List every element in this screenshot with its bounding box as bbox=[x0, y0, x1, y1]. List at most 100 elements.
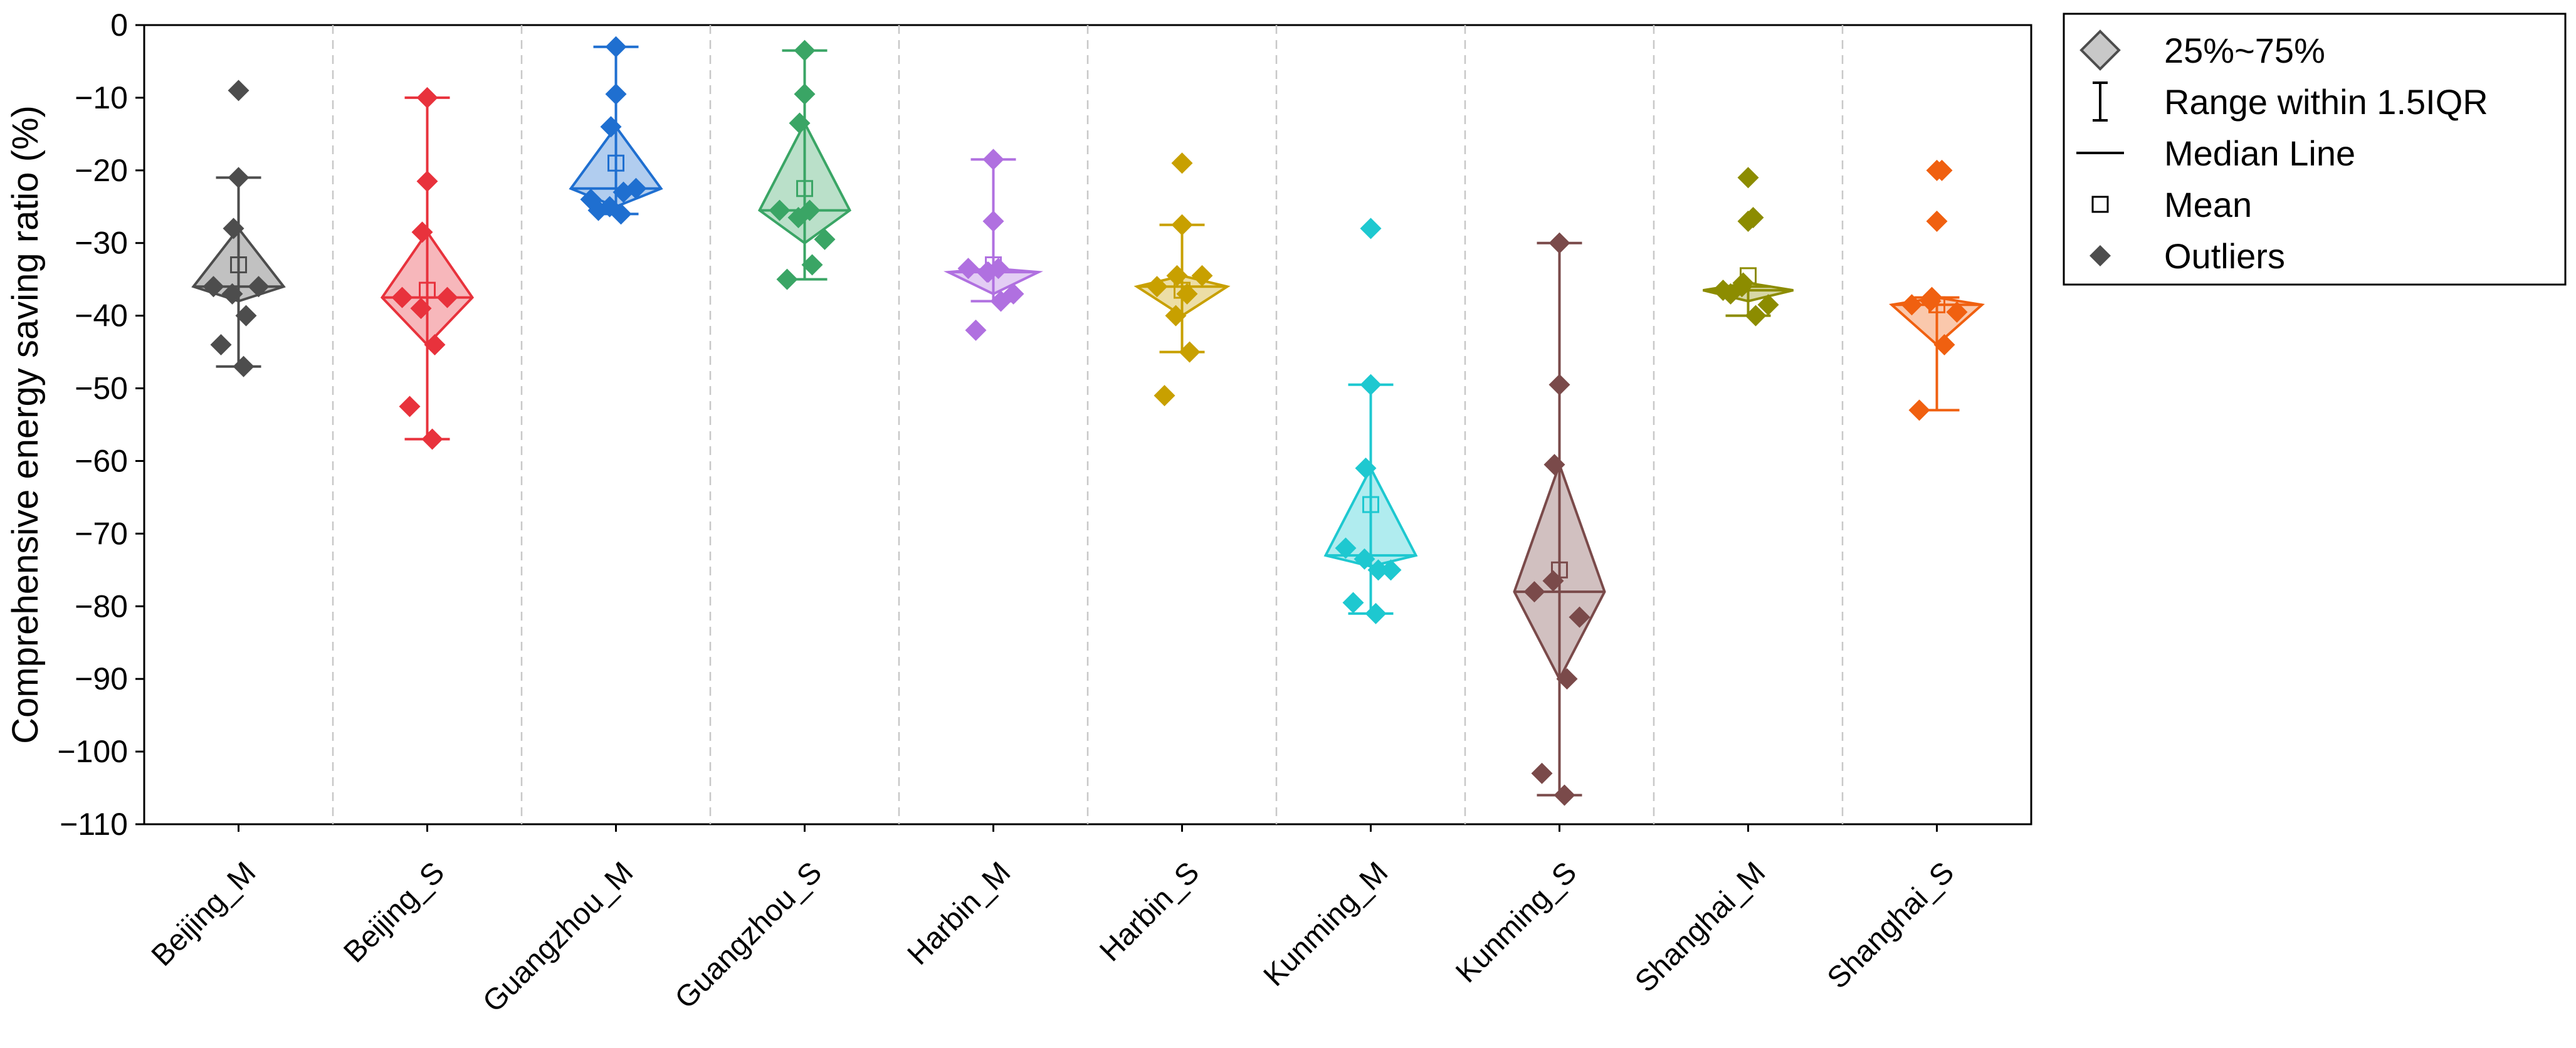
data-point bbox=[1548, 232, 1570, 254]
data-point bbox=[769, 199, 791, 221]
data-point bbox=[610, 203, 632, 225]
legend-entry: Median Line bbox=[2076, 134, 2355, 173]
legend: 25%~75% Range within 1.5IQR Median Line Mea… bbox=[2063, 13, 2567, 286]
data-point bbox=[1553, 784, 1575, 806]
x-tick-label: Kunming_M bbox=[1258, 856, 1395, 993]
data-point bbox=[1901, 294, 1923, 316]
data-point bbox=[1523, 581, 1545, 603]
y-tick-label: 0 bbox=[110, 8, 128, 43]
data-point bbox=[814, 228, 836, 250]
data-point bbox=[202, 276, 224, 298]
x-tick-label: Harbin_M bbox=[902, 856, 1017, 972]
x-tick-label: Harbin_S bbox=[1093, 856, 1206, 968]
y-tick-label: −50 bbox=[75, 371, 128, 406]
data-point bbox=[1154, 385, 1175, 407]
data-point bbox=[801, 254, 823, 276]
data-point bbox=[982, 149, 1004, 170]
mean-marker bbox=[1362, 496, 1379, 513]
x-tick-label: Guangzhou_M bbox=[476, 856, 639, 1019]
legend-entry: 25%~75% bbox=[2079, 29, 2325, 71]
iqr-diamond bbox=[380, 229, 475, 347]
y-tick-label: −100 bbox=[57, 734, 128, 769]
legend-entry: Mean bbox=[2091, 185, 2252, 224]
legend-label: Outliers bbox=[2164, 236, 2285, 276]
legend-outlier-icon bbox=[2090, 245, 2111, 266]
data-point bbox=[233, 355, 255, 377]
box-group-kunming_m bbox=[1323, 217, 1418, 624]
data-point bbox=[223, 217, 244, 239]
data-point bbox=[1360, 217, 1382, 239]
x-tick-label: Shanghai_M bbox=[1629, 856, 1772, 998]
data-point bbox=[210, 334, 232, 355]
data-point bbox=[1380, 559, 1402, 581]
data-point bbox=[965, 319, 987, 341]
mean-marker bbox=[230, 256, 247, 273]
data-point bbox=[1367, 559, 1389, 581]
data-point bbox=[228, 80, 250, 102]
data-point bbox=[1742, 207, 1764, 229]
data-point bbox=[421, 428, 443, 450]
data-point bbox=[1191, 265, 1213, 286]
data-point bbox=[235, 305, 257, 327]
box-group-kunming_s bbox=[1513, 232, 1606, 806]
data-point bbox=[399, 396, 421, 417]
data-point bbox=[1542, 570, 1564, 592]
box-group-guangzhou_s bbox=[757, 39, 852, 290]
legend-label: Mean bbox=[2164, 185, 2252, 224]
box-group-harbin_m bbox=[943, 149, 1044, 341]
data-point bbox=[1354, 548, 1375, 570]
data-point bbox=[1171, 152, 1193, 174]
data-point bbox=[794, 39, 816, 61]
data-point bbox=[221, 283, 243, 305]
legend-mean-icon bbox=[2091, 196, 2109, 213]
box-group-beijing_m bbox=[191, 80, 286, 377]
x-tick-label: Guangzhou_S bbox=[669, 856, 829, 1015]
data-point bbox=[990, 290, 1012, 312]
iqr-diamond bbox=[757, 120, 852, 245]
x-tick-label: Beijing_S bbox=[337, 856, 451, 969]
y-tick-label: −90 bbox=[75, 661, 128, 696]
data-point bbox=[600, 116, 622, 138]
data-point bbox=[957, 258, 979, 280]
data-point bbox=[1737, 167, 1759, 189]
data-point bbox=[1543, 454, 1565, 476]
data-point bbox=[411, 221, 433, 243]
x-tick-label: Beijing_M bbox=[145, 856, 263, 973]
data-point bbox=[794, 83, 816, 105]
iqr-diamond bbox=[1513, 461, 1606, 682]
axis-layer: 0 −10 −20 −30 −40 −50 −60 −70 −80 −90 −100 −110 Comp… bbox=[5, 8, 2032, 1019]
y-tick-label: −80 bbox=[75, 589, 128, 624]
box-group-harbin_s bbox=[1133, 152, 1231, 407]
y-tick-label: −60 bbox=[75, 443, 128, 478]
data-point bbox=[587, 199, 609, 221]
box-group-shanghai_m bbox=[1703, 167, 1794, 327]
data-point bbox=[1556, 668, 1578, 690]
data-point bbox=[1146, 276, 1168, 298]
data-point bbox=[1171, 214, 1193, 236]
data-point bbox=[799, 199, 821, 221]
data-point bbox=[1531, 762, 1553, 784]
data-point bbox=[1335, 537, 1357, 559]
box-group-shanghai_s bbox=[1889, 159, 1985, 421]
x-tick-label: Kunming_S bbox=[1449, 856, 1583, 989]
data-point bbox=[410, 298, 432, 320]
data-point bbox=[1757, 294, 1779, 316]
data-point bbox=[1933, 334, 1955, 355]
legend-entry: Range within 1.5IQR bbox=[2093, 81, 2488, 122]
data-point bbox=[1931, 159, 1953, 181]
x-tick-label: Shanghai_S bbox=[1821, 856, 1960, 995]
legend-frame bbox=[2063, 13, 2567, 286]
data-point bbox=[1946, 301, 1968, 323]
legend-label: Median Line bbox=[2164, 134, 2355, 173]
y-tick-label: −70 bbox=[75, 516, 128, 551]
data-point bbox=[1365, 602, 1387, 624]
mean-marker bbox=[796, 180, 813, 197]
legend-entry: Outliers bbox=[2090, 236, 2285, 276]
y-tick-label: −30 bbox=[75, 226, 128, 261]
data-point bbox=[789, 112, 811, 134]
data-point bbox=[228, 167, 250, 189]
box-group-beijing_s bbox=[380, 86, 475, 450]
data-point bbox=[248, 276, 270, 298]
